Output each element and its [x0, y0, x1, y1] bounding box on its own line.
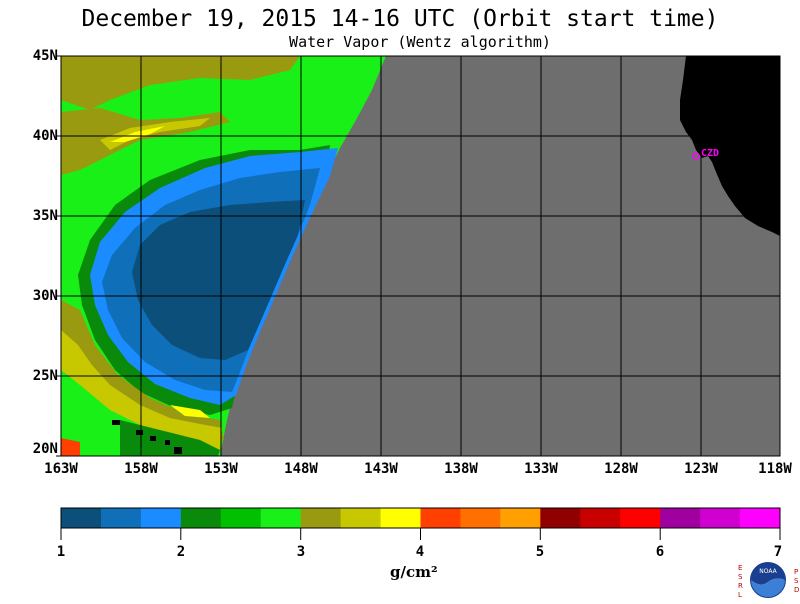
chart-subtitle: Water Vapor (Wentz algorithm) [289, 33, 551, 51]
vapor-core-dark-blue [132, 200, 305, 360]
lon-label: 158W [124, 461, 158, 477]
colorbar-tick-label: 6 [655, 544, 665, 560]
svg-text:E: E [738, 564, 742, 572]
colorbar-segment [740, 508, 781, 528]
lon-label: 143W [364, 461, 398, 477]
lat-label: 20N [32, 441, 58, 457]
vapor-band-orange-south [61, 438, 80, 456]
lat-label: 45N [32, 48, 58, 64]
colorbar-segment [660, 508, 701, 528]
colorbar-segment [180, 508, 222, 528]
colorbar-segment [700, 508, 741, 528]
vapor-band-yellow-spot [170, 405, 210, 418]
map-grid [61, 56, 780, 456]
colorbar-ticks [60, 528, 781, 540]
colorbar-tick-label: 2 [176, 544, 186, 560]
colorbar-segment [300, 508, 342, 528]
svg-text:R: R [738, 582, 743, 590]
lat-label: 35N [32, 208, 58, 224]
lat-label: 40N [32, 128, 58, 144]
island-shape [174, 447, 182, 454]
colorbar-tick-label: 4 [415, 544, 425, 560]
colorbar-segment [420, 508, 461, 528]
lat-ticks [56, 55, 61, 457]
land-california [680, 56, 780, 236]
svg-text:S: S [738, 573, 743, 581]
vapor-band-yellow-south [61, 330, 222, 450]
lon-label: 133W [524, 461, 558, 477]
station-marker [692, 152, 700, 160]
station-label: CZD [701, 148, 719, 159]
svg-text:P: P [794, 568, 798, 576]
colorbar-segment [260, 508, 302, 528]
vapor-band-bright-yellow [110, 126, 165, 142]
lon-label: 163W [44, 461, 78, 477]
lon-label: 118W [758, 461, 792, 477]
svg-text:L: L [738, 591, 742, 599]
vapor-band-yellow [100, 118, 210, 150]
lon-label: 148W [284, 461, 318, 477]
lat-label: 25N [32, 368, 58, 384]
colorbar [61, 508, 781, 528]
colorbar-units: g/cm² [390, 563, 438, 581]
svg-text:S: S [794, 577, 799, 585]
noaa-logo-icon: E S R L P S D NOAA [738, 562, 799, 599]
lon-label: 153W [204, 461, 238, 477]
lon-label: 128W [604, 461, 638, 477]
colorbar-segment [580, 508, 621, 528]
island-shape [136, 430, 143, 435]
vapor-band-green-south [120, 420, 220, 456]
colorbar-segment [460, 508, 501, 528]
chart-title: December 19, 2015 14-16 UTC (Orbit start… [81, 6, 719, 32]
lon-label: 138W [444, 461, 478, 477]
colorbar-segment [220, 508, 262, 528]
lon-label: 123W [684, 461, 718, 477]
island-shape [112, 420, 120, 425]
colorbar-segment [540, 508, 581, 528]
colorbar-tick-label: 5 [535, 544, 545, 560]
colorbar-tick-label: 1 [56, 544, 66, 560]
svg-text:NOAA: NOAA [759, 568, 777, 575]
colorbar-tick-label: 7 [773, 544, 783, 560]
noaa-logo[interactable]: E S R L P S D NOAA [734, 560, 800, 600]
svg-text:D: D [794, 586, 799, 594]
colorbar-segment [61, 508, 102, 528]
island-shape [150, 436, 156, 441]
map-frame [60, 55, 781, 457]
colorbar-tick-label: 3 [296, 544, 306, 560]
lat-label: 30N [32, 288, 58, 304]
colorbar-segment [100, 508, 142, 528]
colorbar-segment [140, 508, 182, 528]
colorbar-segment [380, 508, 421, 528]
colorbar-segment [340, 508, 382, 528]
vapor-band-olive-north [61, 56, 300, 110]
colorbar-segment [500, 508, 541, 528]
island-shape [165, 440, 170, 445]
colorbar-segment [620, 508, 661, 528]
